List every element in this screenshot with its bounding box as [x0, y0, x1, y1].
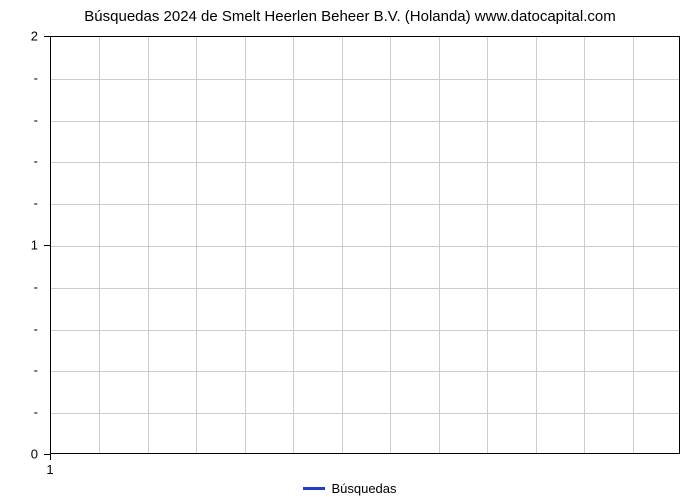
y-minor-mark: -	[0, 154, 38, 169]
grid-line-vertical	[99, 37, 100, 453]
grid-line-vertical	[487, 37, 488, 453]
y-minor-mark: -	[0, 70, 38, 85]
grid-line-vertical	[633, 37, 634, 453]
plot-area	[50, 36, 680, 454]
y-tick-mark	[44, 245, 50, 246]
legend: Búsquedas	[0, 481, 700, 496]
chart-container: Búsquedas 2024 de Smelt Heerlen Beheer B…	[0, 8, 700, 468]
grid-line-horizontal	[51, 246, 679, 247]
chart-title: Búsquedas 2024 de Smelt Heerlen Beheer B…	[0, 8, 700, 25]
grid-line-vertical	[390, 37, 391, 453]
y-tick-label: 0	[0, 447, 38, 462]
x-tick-mark	[50, 454, 51, 460]
grid-line-vertical	[536, 37, 537, 453]
legend-label: Búsquedas	[331, 481, 396, 496]
grid-line-horizontal	[51, 330, 679, 331]
grid-line-vertical	[245, 37, 246, 453]
grid-line-horizontal	[51, 371, 679, 372]
y-tick-label: 1	[0, 238, 38, 253]
grid-line-horizontal	[51, 162, 679, 163]
grid-line-horizontal	[51, 121, 679, 122]
y-minor-mark: -	[0, 279, 38, 294]
grid-line-horizontal	[51, 288, 679, 289]
y-tick-label: 2	[0, 29, 38, 44]
legend-swatch	[303, 487, 325, 490]
grid-line-horizontal	[51, 79, 679, 80]
grid-line-vertical	[439, 37, 440, 453]
grid-line-vertical	[148, 37, 149, 453]
y-minor-mark: -	[0, 321, 38, 336]
x-tick-label: 1	[46, 462, 53, 477]
grid-line-horizontal	[51, 413, 679, 414]
y-minor-mark: -	[0, 405, 38, 420]
y-minor-mark: -	[0, 196, 38, 211]
y-minor-mark: -	[0, 363, 38, 378]
grid-line-vertical	[584, 37, 585, 453]
grid-line-vertical	[293, 37, 294, 453]
grid-line-horizontal	[51, 204, 679, 205]
grid-line-vertical	[196, 37, 197, 453]
y-tick-mark	[44, 36, 50, 37]
y-minor-mark: -	[0, 112, 38, 127]
grid-line-vertical	[342, 37, 343, 453]
